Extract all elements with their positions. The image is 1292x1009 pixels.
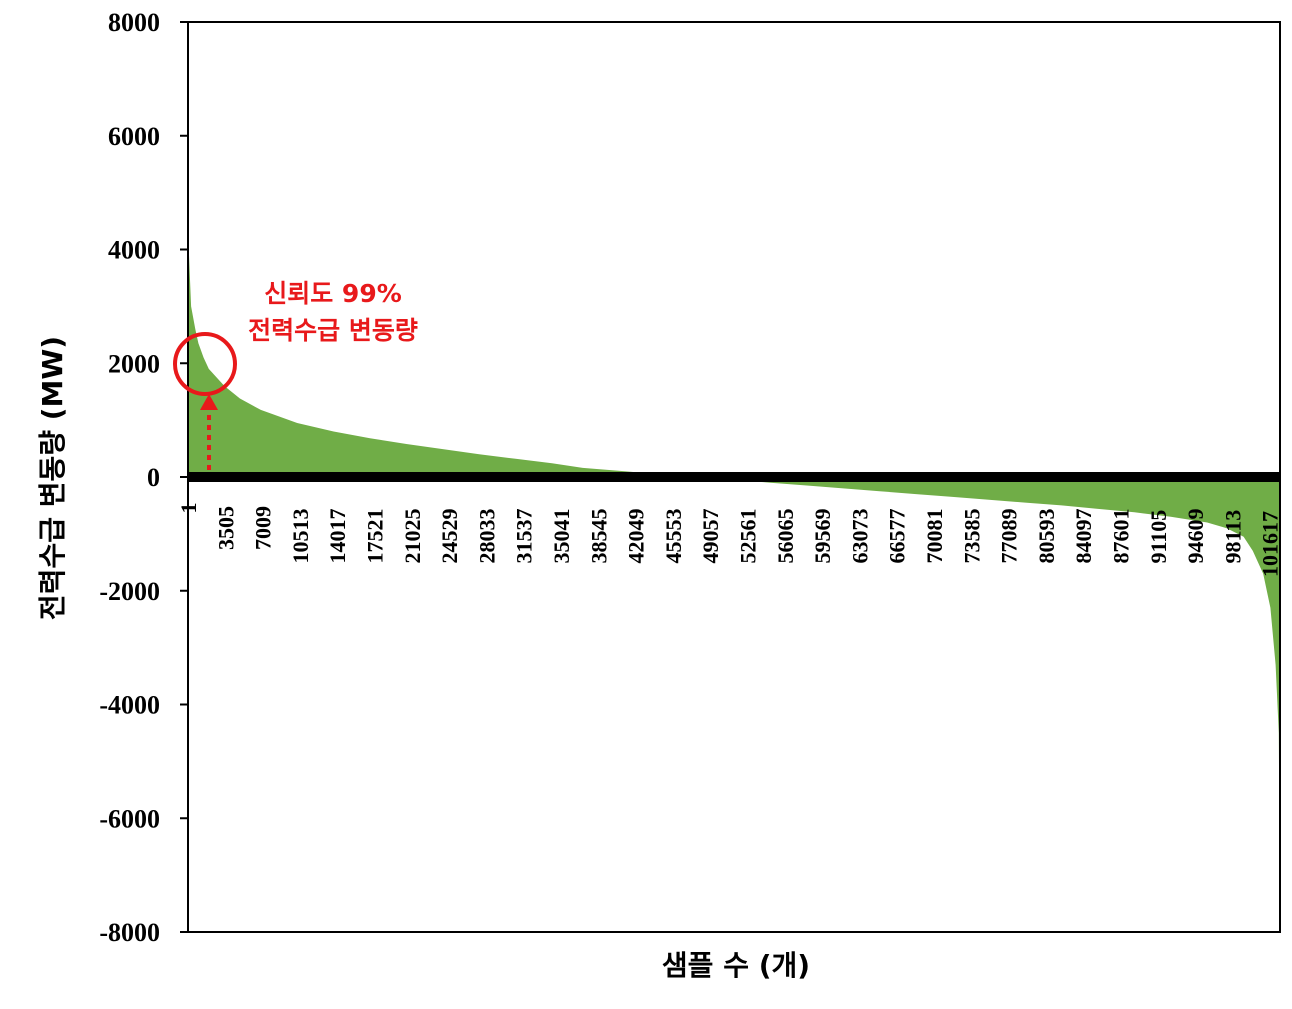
y-tick-label: 6000: [108, 122, 160, 151]
x-tick-label: 84097: [1071, 509, 1096, 564]
x-tick-label: 21025: [400, 509, 425, 564]
confidence-annotation: 신뢰도 99% 전력수급 변동량: [173, 279, 418, 470]
x-tick-label: 1: [176, 503, 201, 514]
y-tick-label: 4000: [108, 236, 160, 265]
x-tick-label: 45553: [661, 509, 686, 564]
annotation-arrow-head: [200, 394, 218, 410]
x-tick-label: 42049: [624, 509, 649, 564]
annotation-line-1: 신뢰도 99%: [264, 279, 402, 308]
y-tick-label: -4000: [99, 691, 160, 720]
annotation-line-2: 전력수급 변동량: [248, 316, 418, 345]
x-tick-label: 7009: [251, 506, 276, 550]
x-tick-label: 63073: [847, 509, 872, 564]
x-tick-label: 94609: [1183, 509, 1208, 564]
x-tick-label: 14017: [325, 509, 350, 564]
x-tick-label: 98113: [1220, 510, 1245, 564]
x-tick-label: 24529: [437, 509, 462, 564]
x-tick-label: 66577: [885, 509, 910, 564]
x-tick-label: 59569: [810, 509, 835, 564]
x-tick-label: 91105: [1146, 510, 1171, 564]
x-tick-label: 17521: [363, 509, 388, 564]
y-tick-label: 2000: [108, 349, 160, 378]
x-tick-label: 3505: [213, 506, 238, 550]
y-tick-label: -2000: [99, 577, 160, 606]
x-tick-label: 35041: [549, 509, 574, 564]
x-tick-label: 10513: [288, 509, 313, 564]
x-tick-label: 31537: [512, 509, 537, 564]
x-tick-label: 56065: [773, 509, 798, 564]
y-tick-label: 0: [147, 463, 160, 492]
x-tick-label: 80593: [1034, 509, 1059, 564]
x-tick-label: 70081: [922, 509, 947, 564]
x-tick-label: 101617: [1258, 511, 1283, 577]
annotation-circle: [173, 332, 237, 396]
y-axis-ticks: 8000 6000 4000 2000 0 -2000 -4000 -6000 -8000: [99, 8, 188, 947]
x-tick-label: 49057: [698, 509, 723, 564]
x-tick-label: 77089: [997, 509, 1022, 564]
plot-area: [187, 21, 1281, 933]
x-axis-title: 샘플 수 (개): [662, 949, 810, 982]
y-axis-title: 전력수급 변동량 (MW): [36, 336, 69, 620]
x-axis-ticks: 1 3505 7009 10513 14017 17521 21025 24529 28033 3…: [176, 503, 1283, 578]
zero-baseline: [188, 472, 1280, 482]
x-tick-label: 28033: [474, 509, 499, 564]
x-tick-label: 87601: [1109, 509, 1134, 564]
x-tick-label: 52561: [736, 509, 761, 564]
x-tick-label: 73585: [959, 509, 984, 564]
y-tick-label: 8000: [108, 8, 160, 37]
y-tick-label: -8000: [99, 918, 160, 947]
x-tick-label: 38545: [586, 509, 611, 564]
y-tick-label: -6000: [99, 804, 160, 833]
